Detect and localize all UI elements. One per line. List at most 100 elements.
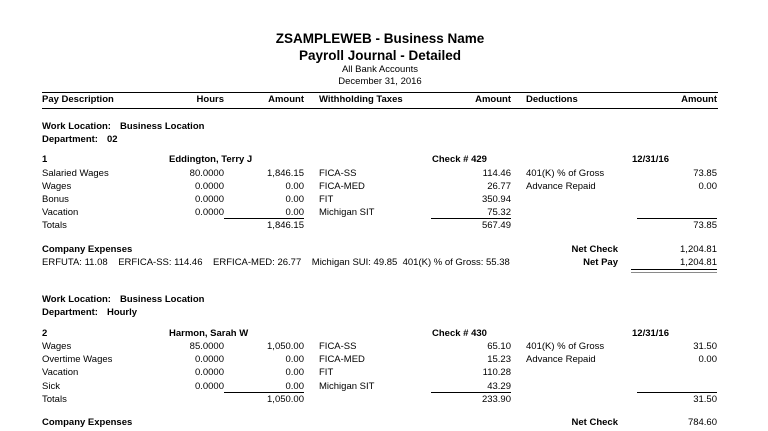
deduction-amount <box>637 206 717 219</box>
table-row: Wages 0.0000 0.00 FICA-MED 26.77 Advance… <box>42 180 718 193</box>
column-header-withholding-taxes: Withholding Taxes <box>319 94 403 105</box>
company-expenses-label: Company Expenses <box>42 243 133 255</box>
employee-name: Harmon, Sarah W <box>169 327 249 339</box>
check-date: 12/31/16 <box>632 154 669 166</box>
pay-description: Wages <box>42 340 72 352</box>
tax-name: FICA-SS <box>319 167 357 179</box>
column-header-pay-description: Pay Description <box>42 94 114 105</box>
tax-name: Michigan SIT <box>319 207 375 219</box>
table-row: Vacation 0.0000 0.00 FIT 110.28 <box>42 366 718 379</box>
tax-amount: 114.46 <box>482 167 511 179</box>
tax-amount: 65.10 <box>487 340 511 352</box>
deduction-name <box>511 366 637 379</box>
totals-deduction-amount: 31.50 <box>693 393 717 405</box>
column-header-amount: Amount <box>268 94 304 105</box>
department-row: Department: Hourly <box>42 306 718 319</box>
totals-row: Totals 1,050.00 233.90 31.50 <box>42 393 718 406</box>
work-location-row: Work Location: Business Location <box>42 120 718 133</box>
pay-amount: 0.00 <box>285 180 305 192</box>
department-value: Hourly <box>106 307 138 319</box>
hours-value: 0.0000 <box>194 180 224 192</box>
deduction-name: 401(K) % of Gross <box>526 340 605 352</box>
column-header-row: Pay Description Hours Amount Withholding… <box>42 92 718 109</box>
hours-value: 0.0000 <box>194 380 224 392</box>
net-check-amount: 1,204.81 <box>680 243 717 255</box>
pay-amount: 0.00 <box>285 193 305 205</box>
tax-name: FIT <box>319 193 334 205</box>
report-scope: All Bank Accounts <box>341 64 419 75</box>
work-location-value: Business Location <box>119 293 205 305</box>
net-check-label: Net Check <box>571 416 618 428</box>
employee-block: Work Location: Business Location Departme… <box>42 293 718 431</box>
pay-amount: 0.00 <box>224 206 305 219</box>
employer-expenses-row: ERFUTA: 11.08 ERFICA-SS: 114.46 ERFICA-M… <box>42 256 718 274</box>
column-header-ded-amount: Amount <box>681 94 717 105</box>
totals-tax-amount: 567.49 <box>481 220 511 232</box>
hours-value: 0.0000 <box>194 354 224 366</box>
table-row: Wages 85.0000 1,050.00 FICA-SS 65.10 401… <box>42 340 718 353</box>
column-header-hours: Hours <box>196 94 224 105</box>
deduction-amount: 73.85 <box>693 167 717 179</box>
totals-hours <box>172 393 224 406</box>
totals-label: Totals <box>42 220 67 232</box>
employee-header-row: 1 Eddington, Terry J Check # 429 12/31/1… <box>42 153 718 166</box>
deduction-amount: 0.00 <box>698 354 718 366</box>
pay-amount: 0.00 <box>285 367 305 379</box>
tax-amount: 110.28 <box>482 367 511 379</box>
employee-header-row: 2 Harmon, Sarah W Check # 430 12/31/16 <box>42 327 718 340</box>
deduction-name: 401(K) % of Gross <box>526 167 605 179</box>
pay-amount: 1,846.15 <box>267 167 304 179</box>
totals-deduction-spacer <box>511 219 637 232</box>
report-title: Payroll Journal - Detailed <box>298 48 462 63</box>
department-row: Department: 02 <box>42 133 718 146</box>
employee-number: 2 <box>42 327 48 339</box>
table-row: Overtime Wages 0.0000 0.00 FICA-MED 15.2… <box>42 353 718 366</box>
employer-expenses-line: ERFUTA: 11.08 ERFICA-SS: 114.46 ERFICA-M… <box>42 256 510 268</box>
totals-pay-amount: 1,846.15 <box>267 220 304 232</box>
totals-tax-spacer <box>304 219 431 232</box>
department-value: 02 <box>106 133 118 145</box>
pay-description: Wages <box>42 180 72 192</box>
tax-amount: 43.29 <box>431 380 511 393</box>
net-pay-label: Net Pay <box>583 256 618 268</box>
tax-name: FIT <box>319 367 334 379</box>
totals-pay-amount: 1,050.00 <box>267 393 304 405</box>
company-expenses-row: Company Expenses Net Check 1,204.81 <box>42 243 718 256</box>
totals-deduction-amount: 73.85 <box>693 220 717 232</box>
employee-block: Work Location: Business Location Departme… <box>42 120 718 274</box>
deduction-amount <box>637 380 717 393</box>
pay-amount: 0.00 <box>224 380 305 393</box>
net-pay-amount: 1,204.81 <box>618 256 717 274</box>
hours-value: 0.0000 <box>194 193 224 205</box>
company-expenses-label: Company Expenses <box>42 416 133 428</box>
table-row: Salaried Wages 80.0000 1,846.15 FICA-SS … <box>42 167 718 180</box>
column-header-deductions: Deductions <box>526 94 578 105</box>
pay-description: Salaried Wages <box>42 167 109 179</box>
pay-amount: 0.00 <box>285 354 305 366</box>
company-expenses-row: Company Expenses Net Check 784.60 <box>42 416 718 429</box>
table-row: Vacation 0.0000 0.00 Michigan SIT 75.32 <box>42 206 718 219</box>
check-number: Check # 430 <box>432 327 487 339</box>
table-row: Sick 0.0000 0.00 Michigan SIT 43.29 <box>42 380 718 393</box>
work-location-value: Business Location <box>119 120 205 132</box>
check-date: 12/31/16 <box>632 327 669 339</box>
deduction-amount: 0.00 <box>698 180 718 192</box>
department-label: Department: <box>42 133 98 145</box>
tax-name: Michigan SIT <box>319 380 375 392</box>
pay-amount: 1,050.00 <box>267 340 304 352</box>
check-number: Check # 429 <box>432 154 487 166</box>
column-header-wh-amount: Amount <box>475 94 511 105</box>
net-check-label: Net Check <box>571 243 618 255</box>
totals-row: Totals 1,846.15 567.49 73.85 <box>42 219 718 232</box>
report-header: ZSAMPLEWEB - Business Name Payroll Journ… <box>42 0 718 88</box>
table-row: Bonus 0.0000 0.00 FIT 350.94 <box>42 193 718 206</box>
pay-description: Overtime Wages <box>42 354 113 366</box>
hours-value: 0.0000 <box>194 367 224 379</box>
tax-amount: 75.32 <box>431 206 511 219</box>
pay-description: Vacation <box>42 207 79 219</box>
tax-amount: 15.23 <box>487 354 511 366</box>
totals-tax-amount: 233.90 <box>481 393 511 405</box>
deduction-name: Advance Repaid <box>526 354 596 366</box>
totals-deduction-spacer <box>511 393 637 406</box>
report-date: December 31, 2016 <box>338 76 422 87</box>
